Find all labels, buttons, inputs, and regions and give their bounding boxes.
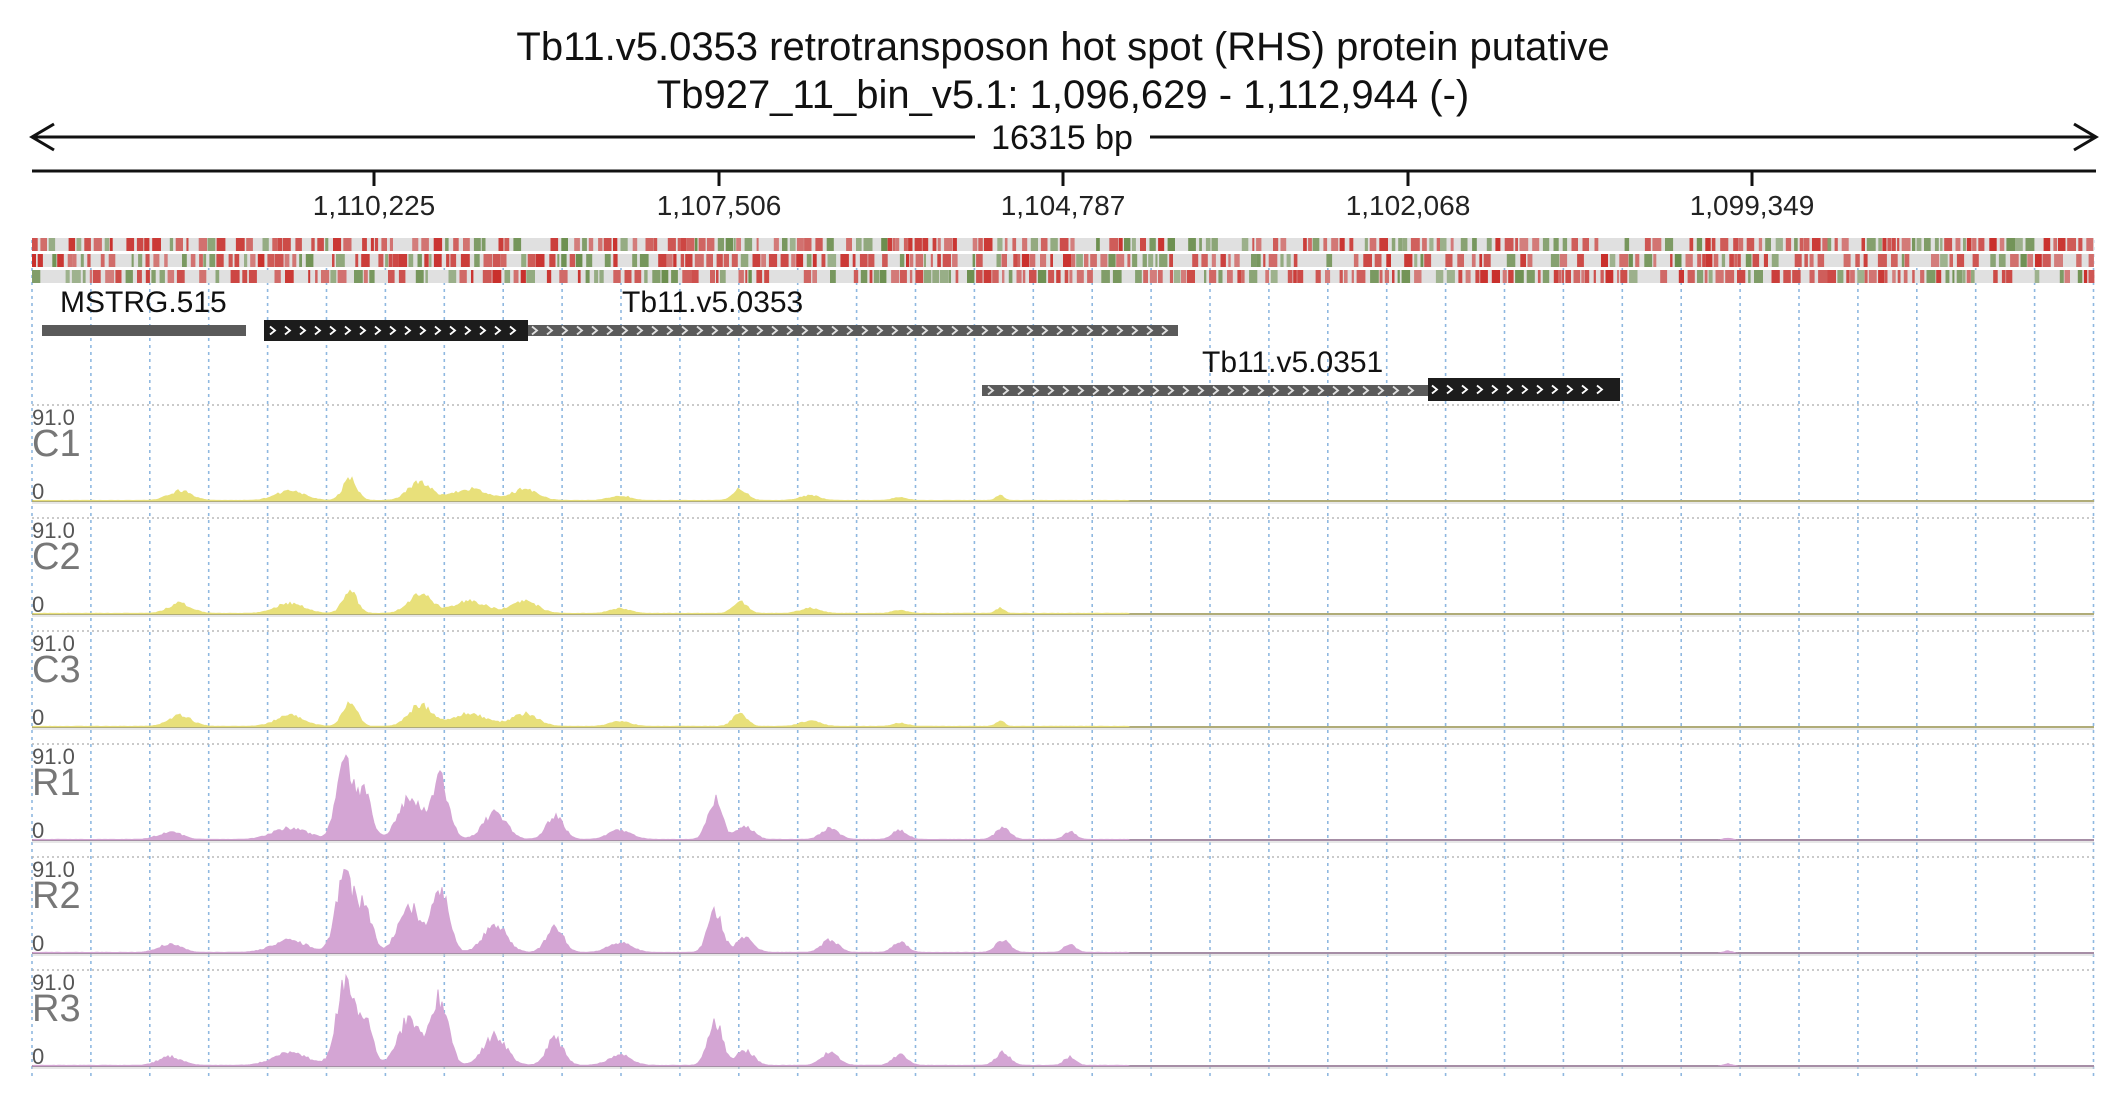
ruler-tick-label: 1,099,349 xyxy=(1690,190,1815,221)
coverage-track-c1: 91.0C1 0 xyxy=(31,404,2094,504)
sequence-tracks xyxy=(32,238,2095,283)
coverage-area xyxy=(31,754,2094,841)
scale-min-label: 0 xyxy=(32,931,44,956)
coverage-track-r1: 91.0R1 0 xyxy=(31,743,2094,843)
gene-title: Tb11.v5.0353 retrotransposon hot spot (R… xyxy=(516,25,1610,69)
ruler-tick-label: 1,107,506 xyxy=(657,190,782,221)
track-name-label: R2 xyxy=(32,875,81,917)
scale-min-label: 0 xyxy=(32,1044,44,1069)
scale-max-label: 91.0 xyxy=(32,631,75,656)
coverage-track-r2: 91.0R2 0 xyxy=(31,856,2094,956)
scale-min-label: 0 xyxy=(32,818,44,843)
coverage-area xyxy=(31,868,2094,954)
ruler-ticks: 1,110,225 1,107,506 1,104,787 1,102,068 1,09… xyxy=(313,171,1815,221)
coverage-track-c2: 91.0C2 0 xyxy=(31,517,2094,617)
track-name-label: C2 xyxy=(32,536,81,578)
gene-model-mstrg-515[interactable] xyxy=(42,325,246,336)
span-length-label: 16315 bp xyxy=(991,119,1133,157)
coverage-area xyxy=(31,476,2094,502)
gene-models: MSTRG.515 Tb11.v5.0353 Tb11.v5.0351 xyxy=(42,286,1620,401)
track-name-label: C3 xyxy=(32,649,81,691)
ruler-tick-label: 1,110,225 xyxy=(313,190,436,221)
gene-label-tb11-0353: Tb11.v5.0353 xyxy=(622,286,803,319)
scale-max-label: 91.0 xyxy=(32,518,75,543)
coverage-area xyxy=(31,701,2094,728)
genomic-location: Tb927_11_bin_v5.1: 1,096,629 - 1,112,944… xyxy=(656,73,1470,117)
track-name-label: R1 xyxy=(32,762,81,804)
coverage-track-c3: 91.0C3 0 xyxy=(31,630,2094,730)
scale-max-label: 91.0 xyxy=(32,970,75,995)
coverage-area xyxy=(31,973,2094,1067)
coverage-tracks: 91.0C1091.0C2091.0C3091.0R1091.0R2091.0R… xyxy=(31,404,2094,1069)
gene-model-tb11-0351[interactable] xyxy=(982,378,1620,401)
scale-max-label: 91.0 xyxy=(32,405,75,430)
scale-min-label: 0 xyxy=(32,479,44,504)
gene-model-tb11-0353[interactable] xyxy=(264,320,1178,341)
coverage-track-r3: 91.0R3 0 xyxy=(31,969,2094,1069)
track-name-label: R3 xyxy=(32,988,81,1030)
scale-min-label: 0 xyxy=(32,705,44,730)
scale-min-label: 0 xyxy=(32,592,44,617)
scale-max-label: 91.0 xyxy=(32,857,75,882)
scale-max-label: 91.0 xyxy=(32,744,75,769)
span-arrow xyxy=(29,122,2099,152)
ruler-tick-label: 1,104,787 xyxy=(1001,190,1126,221)
gene-label-mstrg-515: MSTRG.515 xyxy=(60,286,227,319)
coverage-area xyxy=(31,589,2094,615)
gene-label-tb11-0351: Tb11.v5.0351 xyxy=(1202,346,1383,379)
ruler-tick-label: 1,102,068 xyxy=(1346,190,1471,221)
track-name-label: C1 xyxy=(32,423,81,465)
